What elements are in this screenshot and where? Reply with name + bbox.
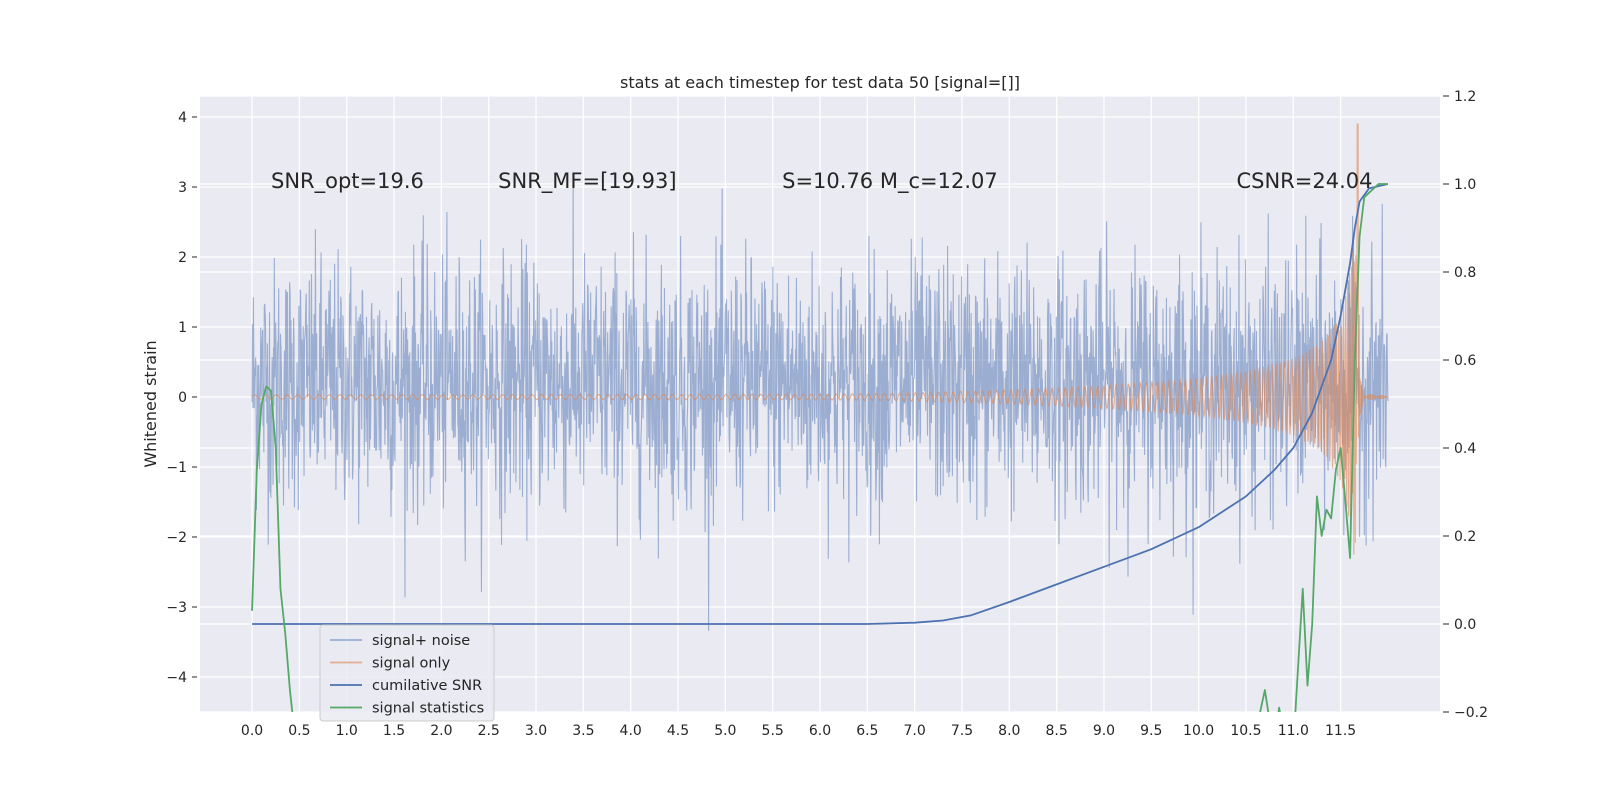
x-tick-label: 0.0: [241, 723, 263, 739]
y2-tick-label: 1.0: [1454, 177, 1476, 193]
axes-layer: 0.0 0.5 1.0 1.5 2.0 2.5 3.0 3.5 4.0 4.5 5.0 5.5 6.0 6…: [166, 89, 1488, 739]
x-tick-label: 9.5: [1140, 723, 1162, 739]
x-tick-label: 0.5: [288, 723, 310, 739]
annotation-s_mc: S=10.76 M_c=12.07: [782, 169, 998, 194]
series-signal-statistics-line: [251, 183, 1388, 712]
y2-tick-label: 0.8: [1454, 265, 1476, 281]
legend-label: signal only: [372, 656, 451, 672]
y2-tick-label: 0.4: [1454, 441, 1476, 457]
x-tick-label: 6.5: [856, 723, 878, 739]
x-tick-label: 11.0: [1278, 723, 1309, 739]
annotations: SNR_opt=19.6 SNR_MF=[19.93] S=10.76 M_c=12…: [271, 169, 1373, 194]
x-tick-label: 6.0: [809, 723, 831, 739]
y-tick-label: 3: [178, 180, 187, 196]
annotation-snr_mf: SNR_MF=[19.93]: [498, 169, 676, 194]
x-tick-label: 1.0: [336, 723, 358, 739]
x-tick-label: 8.5: [1046, 723, 1068, 739]
x-tick-label: 1.5: [383, 723, 405, 739]
chart-title: stats at each timestep for test data 50 …: [620, 73, 1020, 92]
y2-tick-label: 0.2: [1454, 529, 1476, 545]
legend-box: [319, 624, 495, 722]
y-tick-label: −4: [166, 670, 187, 686]
y-tick-label: 4: [178, 110, 187, 126]
y2-tick-label: 1.2: [1454, 89, 1476, 105]
y2-tick-label: 0.0: [1454, 617, 1476, 633]
y-tick-label: −2: [166, 530, 187, 546]
x-tick-label: 7.5: [951, 723, 973, 739]
x-tick-label: 4.0: [620, 723, 642, 739]
x-tick-label: 2.5: [478, 723, 500, 739]
x-tick-label: 3.5: [572, 723, 594, 739]
x-tick-label: 10.0: [1183, 723, 1214, 739]
y-tick-label: −3: [166, 600, 187, 616]
x-tick-label: 3.0: [525, 723, 547, 739]
legend-label: signal+ noise: [372, 633, 470, 649]
series-signal-only-line: [251, 123, 1389, 555]
y-tick-label: 2: [178, 250, 187, 266]
x-tick-label: 11.5: [1325, 723, 1356, 739]
y-tick-label: 1: [178, 320, 187, 336]
series-signal-noise-line: [251, 181, 1389, 631]
annotation-snr_opt: SNR_opt=19.6: [271, 169, 424, 194]
x-tick-label: 5.5: [762, 723, 784, 739]
grid-lines: [200, 95, 1440, 713]
x-tick-label: 10.5: [1230, 723, 1261, 739]
legend-label: cumilative SNR: [372, 678, 482, 694]
annotation-csnr: CSNR=24.04: [1236, 169, 1372, 193]
y2-tick-label: −0.2: [1454, 705, 1488, 721]
legend: signal+ noise signal only cumilative SNR si…: [319, 624, 495, 722]
y2-tick-label: 0.6: [1454, 353, 1476, 369]
x-tick-label: 2.0: [430, 723, 452, 739]
legend-label: signal statistics: [372, 701, 484, 717]
x-tick-label: 9.0: [1093, 723, 1115, 739]
x-tick-label: 8.0: [998, 723, 1020, 739]
y-tick-label: 0: [178, 390, 187, 406]
x-tick-label: 7.0: [904, 723, 926, 739]
series-cumulative-snr-line: [252, 183, 1389, 625]
x-tick-label: 5.0: [714, 723, 736, 739]
y-tick-label: −1: [166, 460, 187, 476]
y-axis-label: Whitened strain: [141, 340, 160, 467]
series-layer: [251, 123, 1389, 712]
x-tick-label: 4.5: [667, 723, 689, 739]
